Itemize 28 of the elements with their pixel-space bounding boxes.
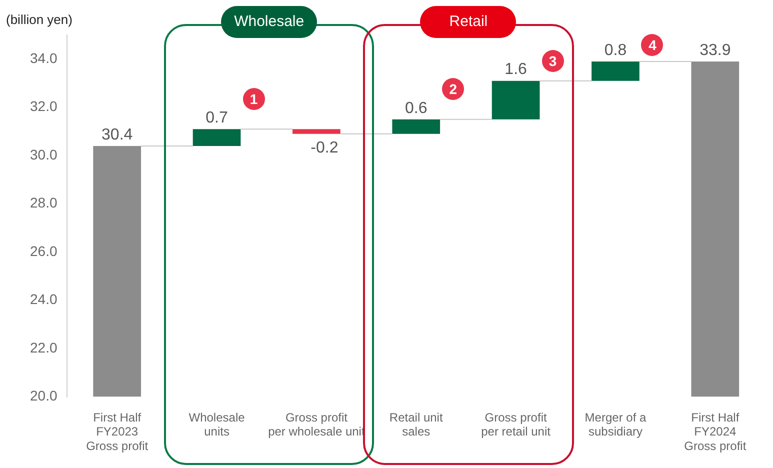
- y-tick-label: 26.0: [30, 242, 58, 259]
- y-tick-label: 34.0: [30, 50, 58, 66]
- x-tick-label: Merger of a subsidiary: [584, 410, 646, 439]
- y-tick-label: 20.0: [30, 388, 58, 404]
- y-tick-label: 28.0: [30, 194, 58, 211]
- x-tick-label: First Half FY2023 Gross profit: [86, 410, 149, 454]
- header-pill: Retail: [420, 6, 516, 38]
- y-tick-label: 32.0: [30, 98, 58, 114]
- data-label: 0.6: [405, 100, 428, 117]
- x-tick-label: Wholesale units: [188, 410, 246, 439]
- number-badge: 1: [242, 88, 265, 110]
- data-label: 0.8: [604, 42, 627, 59]
- y-tick-label: 30.0: [30, 146, 58, 162]
- data-label: -0.2: [310, 139, 338, 156]
- y-axis-title: (billion yen): [6, 12, 72, 27]
- number-badge: 2: [442, 78, 464, 100]
- data-label: 33.9: [700, 42, 731, 59]
- x-tick-label: Gross profit per retail unit: [481, 410, 552, 439]
- x-tick-label: First Half FY2024 Gross profit: [684, 410, 747, 454]
- y-tick-label: 24.0: [30, 291, 58, 308]
- number-badge: 4: [641, 34, 664, 56]
- y-tick-label: 22.0: [30, 339, 58, 356]
- data-label: 1.6: [504, 61, 528, 78]
- header-pill: Wholesale: [221, 6, 318, 38]
- number-badge: 3: [542, 50, 564, 72]
- data-label: 30.4: [102, 126, 133, 144]
- data-label: 0.7: [206, 109, 228, 126]
- x-tick-label: Retail unit sales: [389, 410, 444, 439]
